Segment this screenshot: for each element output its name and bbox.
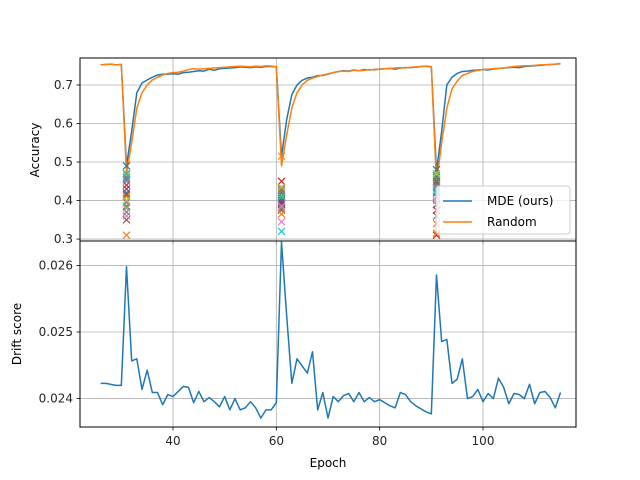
accuracy-x-marker	[122, 161, 131, 170]
drift-ytick-label: 0.024	[39, 391, 73, 405]
legend: MDE (ours) Random	[435, 185, 571, 235]
accuracy-x-marker	[277, 210, 286, 218]
drift-xtick-label: 100	[472, 434, 495, 448]
accuracy-markers	[122, 152, 441, 240]
drift-ticks: 40 60 80 100 0.024 0.025 0.026	[39, 259, 495, 448]
accuracy-x-marker	[277, 204, 286, 213]
drift-xtick-label: 80	[372, 434, 387, 448]
drift-ylabel: Drift score	[10, 303, 24, 365]
accuracy-x-marker	[277, 152, 286, 161]
accuracy-x-marker	[277, 185, 286, 193]
drift-panel: 40 60 80 100 0.024 0.025 0.026 Drift score Epo…	[10, 240, 577, 470]
accuracy-x-marker	[122, 190, 131, 199]
accuracy-x-marker	[122, 231, 131, 240]
accuracy-x-marker	[277, 192, 286, 201]
accuracy-ticks: 0.3 0.4 0.5 0.6 0.7	[54, 78, 484, 246]
random-accuracy-line	[100, 62, 561, 184]
drift-ytick-label: 0.026	[39, 259, 73, 273]
accuracy-x-marker	[432, 169, 441, 178]
accuracy-x-marker	[432, 177, 441, 186]
drift-xlabel: Epoch	[310, 456, 347, 470]
accuracy-x-marker	[277, 202, 286, 211]
accuracy-x-marker	[277, 227, 286, 236]
accuracy-ytick-label: 0.7	[54, 78, 73, 92]
drift-ytick-label: 0.025	[39, 325, 73, 339]
accuracy-grid	[80, 58, 576, 241]
accuracy-x-marker	[277, 177, 286, 186]
accuracy-panel: 0.3 0.4 0.5 0.6 0.7 Accuracy MDE (ours) Rand…	[28, 57, 577, 246]
drift-axes-frame	[79, 240, 577, 428]
accuracy-ytick-label: 0.6	[54, 116, 73, 130]
accuracy-x-marker	[122, 181, 131, 190]
accuracy-x-marker	[122, 196, 131, 205]
drift-xtick-label: 40	[165, 434, 180, 448]
mde-drift-line	[100, 241, 562, 419]
drift-lines	[100, 241, 562, 419]
accuracy-x-marker	[122, 202, 131, 211]
accuracy-x-marker	[122, 175, 131, 184]
accuracy-ytick-label: 0.3	[54, 232, 73, 246]
accuracy-ytick-label: 0.4	[54, 194, 73, 208]
drift-xtick-label: 60	[269, 434, 284, 448]
accuracy-ytick-label: 0.5	[54, 155, 73, 169]
accuracy-x-marker	[277, 183, 286, 191]
accuracy-ylabel: Accuracy	[28, 123, 42, 178]
accuracy-x-marker	[432, 171, 441, 180]
accuracy-x-marker	[122, 204, 131, 213]
legend-label-random: Random	[487, 215, 537, 229]
accuracy-x-marker	[277, 217, 286, 226]
accuracy-x-marker	[122, 169, 131, 178]
legend-label-mde: MDE (ours)	[487, 194, 554, 208]
accuracy-lines	[100, 62, 561, 184]
